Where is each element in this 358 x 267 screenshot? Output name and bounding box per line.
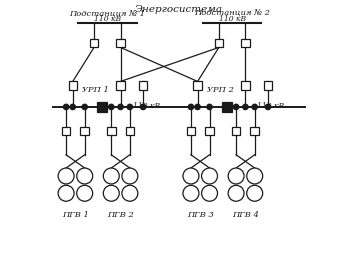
Bar xyxy=(116,81,125,90)
Circle shape xyxy=(63,104,69,109)
Circle shape xyxy=(82,104,87,109)
Bar xyxy=(68,81,77,90)
Circle shape xyxy=(233,104,239,109)
Circle shape xyxy=(58,185,74,201)
Bar xyxy=(264,81,272,90)
Bar xyxy=(241,81,250,90)
Circle shape xyxy=(228,168,244,184)
Bar xyxy=(90,39,98,48)
Circle shape xyxy=(188,104,194,109)
Circle shape xyxy=(243,104,248,109)
Text: Подстанция № 2: Подстанция № 2 xyxy=(194,10,270,18)
Circle shape xyxy=(122,185,138,201)
Circle shape xyxy=(108,104,114,109)
Circle shape xyxy=(247,168,263,184)
Circle shape xyxy=(207,104,212,109)
Bar xyxy=(205,127,214,135)
Bar xyxy=(241,39,250,48)
Text: ПГВ 1: ПГВ 1 xyxy=(62,210,89,218)
Bar xyxy=(139,81,147,90)
Text: 110 кВ: 110 кВ xyxy=(257,102,285,110)
Circle shape xyxy=(118,104,123,109)
Bar xyxy=(193,81,202,90)
Bar xyxy=(81,127,89,135)
Bar xyxy=(187,127,195,135)
Circle shape xyxy=(247,185,263,201)
Text: УРП 2: УРП 2 xyxy=(207,86,234,94)
Bar xyxy=(126,127,134,135)
Text: 110 кВ: 110 кВ xyxy=(94,15,121,23)
Circle shape xyxy=(77,185,93,201)
Circle shape xyxy=(70,104,76,109)
Text: ПГВ 2: ПГВ 2 xyxy=(107,210,134,218)
Circle shape xyxy=(202,168,218,184)
Text: Подстанция № 1: Подстанция № 1 xyxy=(69,10,145,18)
Bar xyxy=(222,102,232,112)
Bar xyxy=(251,127,259,135)
Bar xyxy=(97,102,107,112)
Circle shape xyxy=(58,168,74,184)
Text: Энергосистема: Энергосистема xyxy=(135,5,223,14)
Circle shape xyxy=(228,185,244,201)
Text: ПГВ 3: ПГВ 3 xyxy=(187,210,214,218)
Circle shape xyxy=(140,104,146,109)
Text: ПГВ 4: ПГВ 4 xyxy=(232,210,259,218)
Text: 110 кВ: 110 кВ xyxy=(132,102,160,110)
Bar xyxy=(116,39,125,48)
Bar xyxy=(62,127,71,135)
Circle shape xyxy=(183,168,199,184)
Bar xyxy=(107,127,116,135)
Bar xyxy=(232,127,240,135)
Circle shape xyxy=(103,185,119,201)
Bar xyxy=(214,39,223,48)
Circle shape xyxy=(77,168,93,184)
Circle shape xyxy=(127,104,132,109)
Circle shape xyxy=(265,104,271,109)
Circle shape xyxy=(183,185,199,201)
Circle shape xyxy=(103,168,119,184)
Circle shape xyxy=(202,185,218,201)
Circle shape xyxy=(195,104,200,109)
Circle shape xyxy=(252,104,257,109)
Text: 110 кВ: 110 кВ xyxy=(219,15,246,23)
Circle shape xyxy=(122,168,138,184)
Text: УРП 1: УРП 1 xyxy=(82,86,109,94)
